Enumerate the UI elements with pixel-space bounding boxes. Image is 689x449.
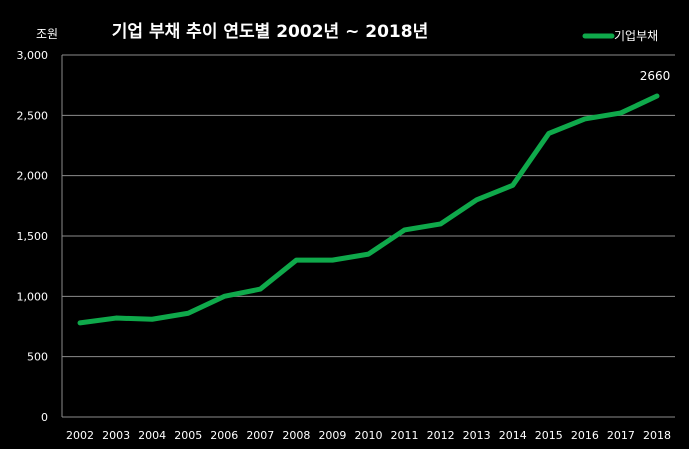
series-line-corporate-debt: [77, 93, 660, 326]
y-tick-label: 1,000: [17, 290, 49, 303]
x-tick-label: 2006: [210, 429, 238, 442]
x-axis-ticks: 2002 2003 2004 2005 2006 2007 2008 2009 2010 2011…: [66, 429, 671, 442]
y-tick-label: 1,500: [17, 230, 49, 243]
legend: 기업부채: [582, 29, 658, 43]
gridlines: [61, 54, 675, 418]
chart-title: 기업 부채 추이 연도별 2002년 ~ 2018년: [112, 22, 428, 42]
y-tick-label: 3,000: [17, 49, 49, 62]
y-tick-label: 500: [27, 351, 48, 364]
x-tick-label: 2004: [138, 429, 166, 442]
x-tick-label: 2008: [282, 429, 310, 442]
x-tick-label: 2015: [535, 429, 563, 442]
x-tick-label: 2002: [66, 429, 94, 442]
series-layer: [77, 93, 660, 326]
y-axis-ticks: 0 500 1,000 1,500 2,000 2,500 3,000: [17, 49, 49, 424]
x-tick-label: 2017: [607, 429, 635, 442]
data-labels: 2660: [640, 69, 671, 83]
y-tick-label: 0: [41, 411, 48, 424]
data-label: 2660: [640, 69, 671, 83]
x-tick-label: 2007: [246, 429, 274, 442]
x-tick-label: 2016: [571, 429, 599, 442]
x-tick-label: 2009: [318, 429, 346, 442]
y-unit-label: 조원: [36, 27, 58, 41]
x-tick-label: 2011: [391, 429, 419, 442]
x-tick-label: 2018: [643, 429, 671, 442]
legend-label-corporate-debt: 기업부채: [614, 29, 658, 43]
x-tick-label: 2013: [463, 429, 491, 442]
x-tick-label: 2012: [427, 429, 455, 442]
x-tick-label: 2010: [355, 429, 383, 442]
x-tick-label: 2014: [499, 429, 527, 442]
y-tick-label: 2,000: [17, 170, 49, 183]
x-tick-label: 2005: [174, 429, 202, 442]
x-tick-label: 2003: [102, 429, 130, 442]
y-tick-label: 2,500: [17, 109, 49, 122]
